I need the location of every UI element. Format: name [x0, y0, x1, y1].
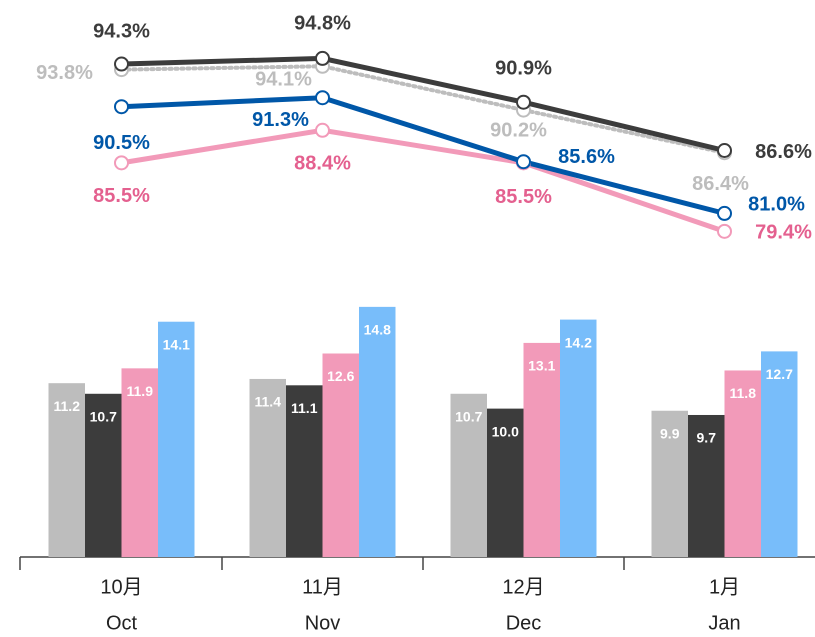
x-tick-label: 1月 — [709, 576, 740, 598]
x-tick-label: 11月 — [302, 576, 343, 598]
line — [119, 64, 727, 155]
marker — [114, 56, 129, 72]
bar-label: 11.8 — [730, 385, 757, 401]
marker — [717, 142, 732, 158]
bar — [249, 378, 286, 557]
marker — [315, 122, 330, 138]
marker — [516, 94, 531, 110]
data-label: 85.6% — [558, 146, 615, 168]
x-tick-sublabel: Jan — [708, 612, 740, 634]
data-label: 90.5% — [93, 132, 150, 154]
bar — [158, 321, 195, 557]
data-label: 88.4% — [294, 153, 351, 175]
data-label: 93.8% — [36, 62, 93, 84]
bar — [85, 393, 122, 557]
bar — [523, 342, 560, 557]
bar-label: 11.2 — [54, 398, 81, 414]
data-label: 90.2% — [490, 119, 547, 141]
data-label: 85.5% — [495, 186, 552, 208]
x-tick-sublabel: Dec — [506, 612, 542, 634]
marker — [717, 205, 732, 221]
bar — [487, 408, 524, 557]
bar-label: 11.1 — [291, 400, 318, 416]
marker — [315, 90, 330, 106]
bar-label: 13.1 — [528, 358, 555, 374]
bar-label: 14.8 — [364, 322, 391, 338]
bar-label: 12.6 — [327, 368, 354, 384]
data-label: 91.3% — [252, 109, 309, 131]
bar-label: 11.9 — [127, 383, 154, 399]
bar — [761, 351, 798, 557]
bar — [560, 319, 597, 557]
bar — [359, 306, 396, 557]
marker — [114, 99, 129, 115]
data-label: 86.6% — [755, 141, 812, 163]
x-tick-label: 12月 — [502, 576, 544, 598]
marker — [516, 154, 531, 170]
line — [121, 95, 726, 216]
data-label: 81.0% — [748, 194, 805, 216]
bar — [286, 385, 323, 557]
x-tick-sublabel: Nov — [305, 612, 341, 634]
bar-label: 12.7 — [766, 366, 793, 382]
bar-label: 10.0 — [492, 423, 519, 439]
marker — [114, 155, 129, 171]
bar-label: 10.7 — [90, 408, 117, 424]
data-label: 90.9% — [495, 57, 552, 79]
bar — [322, 353, 359, 557]
data-label: 79.4% — [755, 222, 812, 244]
data-label: 94.3% — [93, 20, 150, 42]
data-label: 94.1% — [255, 69, 312, 91]
data-label: 85.5% — [93, 185, 150, 207]
bar — [724, 370, 761, 557]
bar — [688, 414, 725, 557]
x-axis — [19, 556, 815, 570]
x-tick-label: 10月 — [100, 576, 142, 598]
bar — [651, 410, 688, 557]
bar-label: 9.9 — [660, 425, 680, 441]
line — [121, 127, 726, 234]
x-tick-sublabel: Oct — [106, 612, 138, 634]
marker — [717, 223, 732, 239]
marker — [315, 50, 330, 66]
data-label: 86.4% — [692, 173, 749, 195]
bar-label: 14.1 — [163, 336, 190, 352]
bar — [450, 393, 487, 557]
line — [121, 55, 726, 153]
bar — [121, 368, 158, 557]
bar-label: 14.2 — [565, 334, 592, 350]
bar-label: 11.4 — [255, 394, 282, 410]
bar-label: 10.7 — [455, 408, 482, 424]
bar — [48, 383, 85, 557]
bar-label: 9.7 — [697, 430, 717, 446]
data-label: 94.8% — [294, 13, 351, 35]
